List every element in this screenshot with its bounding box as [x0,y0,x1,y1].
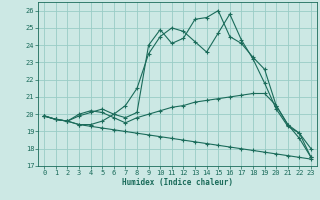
X-axis label: Humidex (Indice chaleur): Humidex (Indice chaleur) [122,178,233,187]
